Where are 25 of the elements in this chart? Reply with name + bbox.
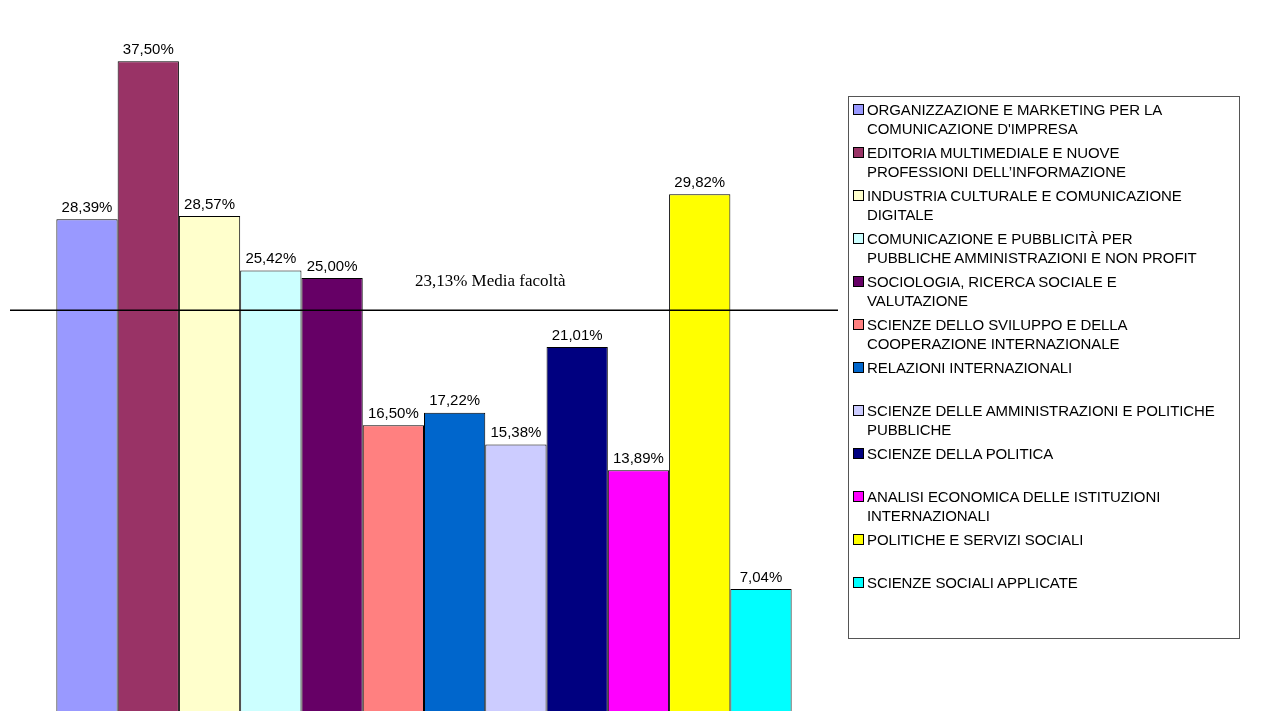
ref-line-label: 23,13% Media facoltà: [414, 271, 566, 291]
data-label: 37,50%: [122, 39, 174, 57]
legend-label: POLITICHE E SERVIZI SOCIALI: [867, 530, 1084, 549]
legend-label: INDUSTRIA CULTURALE E COMUNICAZIONE DIGITALE: [867, 186, 1183, 224]
data-label: 17,22%: [429, 391, 481, 409]
legend-label: EDITORIA MULTIMEDIALE E NUOVE PROFESSIONI DELL’INFORMAZIONE: [867, 143, 1127, 181]
legend-label: COMUNICAZIONE E PUBBLICITÀ PER PUBBLICHE AMMINISTRAZIONI E NON PROFIT: [867, 229, 1198, 267]
data-label: 16,50%: [367, 403, 419, 421]
legend-label: SCIENZE DELLA POLITICA: [867, 444, 1054, 463]
data-label: 13,89%: [613, 449, 664, 466]
legend-label: ORGANIZZAZIONE E MARKETING PER LA COMUNICAZIONE D'IMPRESA: [867, 100, 1163, 138]
data-label: 7,04%: [739, 567, 783, 585]
data-label: 28,39%: [61, 197, 113, 215]
data-label: 29,82%: [674, 173, 726, 191]
legend-label: SCIENZE SOCIALI APPLICATE: [867, 573, 1078, 592]
legend-label: SCIENZE DELLO SVILUPPO E DELLA COOPERAZIONE INTERNAZIONALE: [867, 315, 1129, 353]
legend-label: ANALISI ECONOMICA DELLE ISTITUZIONI INTERNAZIONALI: [867, 487, 1162, 525]
data-label: 25,42%: [245, 249, 297, 267]
legend-label: SCIENZE DELLE AMMINISTRAZIONI E POLITICHE PUBBLICHE: [867, 401, 1216, 439]
data-label: 21,01%: [551, 325, 603, 343]
data-label: 28,57%: [184, 194, 235, 212]
legend-label: SOCIOLOGIA, RICERCA SOCIALE E VALUTAZIONE: [867, 272, 1118, 310]
legend-label: RELAZIONI INTERNAZIONALI: [867, 358, 1073, 377]
data-label: 25,00%: [306, 256, 358, 274]
data-label: 15,38%: [490, 423, 542, 441]
